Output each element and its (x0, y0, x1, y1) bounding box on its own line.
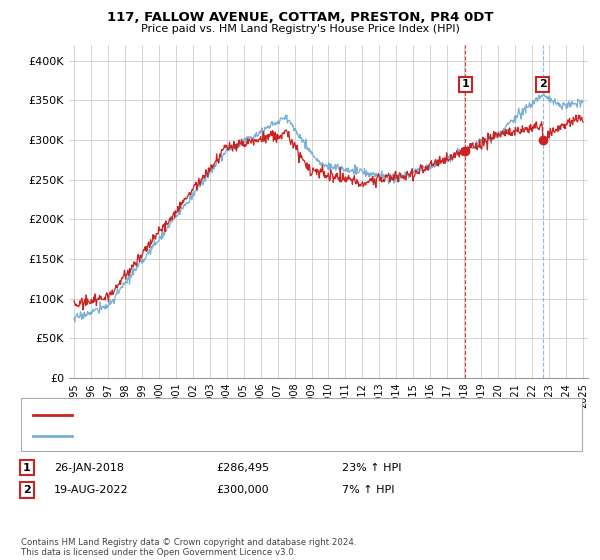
Text: £300,000: £300,000 (216, 485, 269, 495)
Text: 26-JAN-2018: 26-JAN-2018 (54, 463, 124, 473)
Text: 1: 1 (461, 80, 469, 90)
Text: Contains HM Land Registry data © Crown copyright and database right 2024.
This d: Contains HM Land Registry data © Crown c… (21, 538, 356, 557)
Text: £286,495: £286,495 (216, 463, 269, 473)
Text: 2: 2 (539, 80, 547, 90)
Text: Price paid vs. HM Land Registry's House Price Index (HPI): Price paid vs. HM Land Registry's House … (140, 24, 460, 34)
Text: HPI: Average price, detached house, Preston: HPI: Average price, detached house, Pres… (78, 431, 300, 441)
Text: 1: 1 (23, 463, 31, 473)
Text: 117, FALLOW AVENUE, COTTAM, PRESTON, PR4 0DT (detached house): 117, FALLOW AVENUE, COTTAM, PRESTON, PR4… (78, 409, 427, 419)
Text: 23% ↑ HPI: 23% ↑ HPI (342, 463, 401, 473)
Text: 7% ↑ HPI: 7% ↑ HPI (342, 485, 395, 495)
Text: 2: 2 (23, 485, 31, 495)
Text: 117, FALLOW AVENUE, COTTAM, PRESTON, PR4 0DT: 117, FALLOW AVENUE, COTTAM, PRESTON, PR4… (107, 11, 493, 24)
Text: 19-AUG-2022: 19-AUG-2022 (54, 485, 128, 495)
